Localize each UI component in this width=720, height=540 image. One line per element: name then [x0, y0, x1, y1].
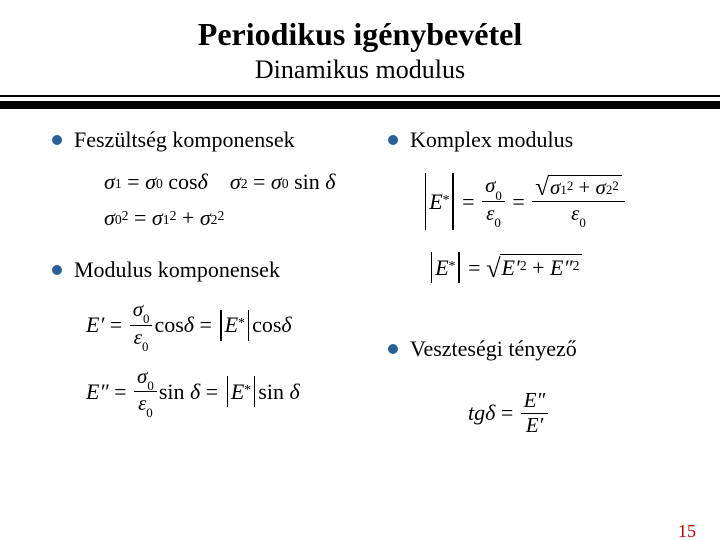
eq-left-2: E′ = σ0 ε0 cosδ = E* cosδ E″ = — [86, 293, 372, 418]
bullet-icon — [52, 265, 62, 275]
bullet-text: Modulus komponensek — [74, 257, 280, 283]
slide-subtitle: Dinamikus modulus — [0, 55, 720, 85]
bullet-left-2: Modulus komponensek — [52, 257, 372, 283]
bullet-right-2: Veszteségi tényező — [388, 336, 688, 362]
bullet-text: Komplex modulus — [410, 127, 573, 153]
bullet-right-1: Komplex modulus — [388, 127, 688, 153]
bullet-icon — [388, 344, 398, 354]
slide-title: Periodikus igénybevétel — [0, 16, 720, 53]
bullet-text: Feszültség komponensek — [74, 127, 295, 153]
bullet-text: Veszteségi tényező — [410, 336, 577, 362]
bullet-left-1: Feszültség komponensek — [52, 127, 372, 153]
eq-right-1: E* = σ0 ε0 = √ σ12 + σ22 — [422, 163, 688, 288]
bullet-icon — [52, 135, 62, 145]
page-number: 15 — [678, 521, 696, 540]
divider — [0, 95, 720, 109]
eq-left-1: σ1 = σ0 cos δ σ2 = σ0 sin δ σ02 = σ — [86, 163, 372, 231]
eq-right-2: tgδ = E″ E′ — [422, 372, 688, 437]
bullet-icon — [388, 135, 398, 145]
